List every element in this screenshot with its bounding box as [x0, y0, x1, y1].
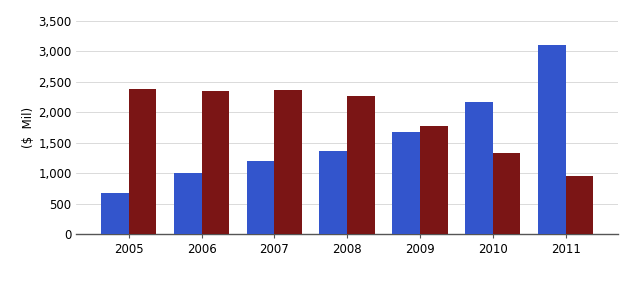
Legend: Netflix's U.S. Revenues, Blockbuster's U.S. Revenues: Netflix's U.S. Revenues, Blockbuster's U… [113, 299, 452, 300]
Bar [201, 91, 229, 234]
Bar [566, 176, 593, 234]
Bar [420, 126, 448, 234]
Bar [538, 45, 566, 234]
Bar [247, 161, 275, 234]
Y-axis label: ($  Mil): ($ Mil) [22, 107, 36, 148]
Bar [465, 102, 493, 234]
Bar [392, 132, 420, 234]
Bar [320, 151, 347, 234]
Bar [174, 173, 201, 234]
Bar [347, 96, 375, 234]
Bar [129, 88, 157, 234]
Bar [101, 193, 129, 234]
Bar [275, 90, 302, 234]
Bar [493, 153, 520, 234]
